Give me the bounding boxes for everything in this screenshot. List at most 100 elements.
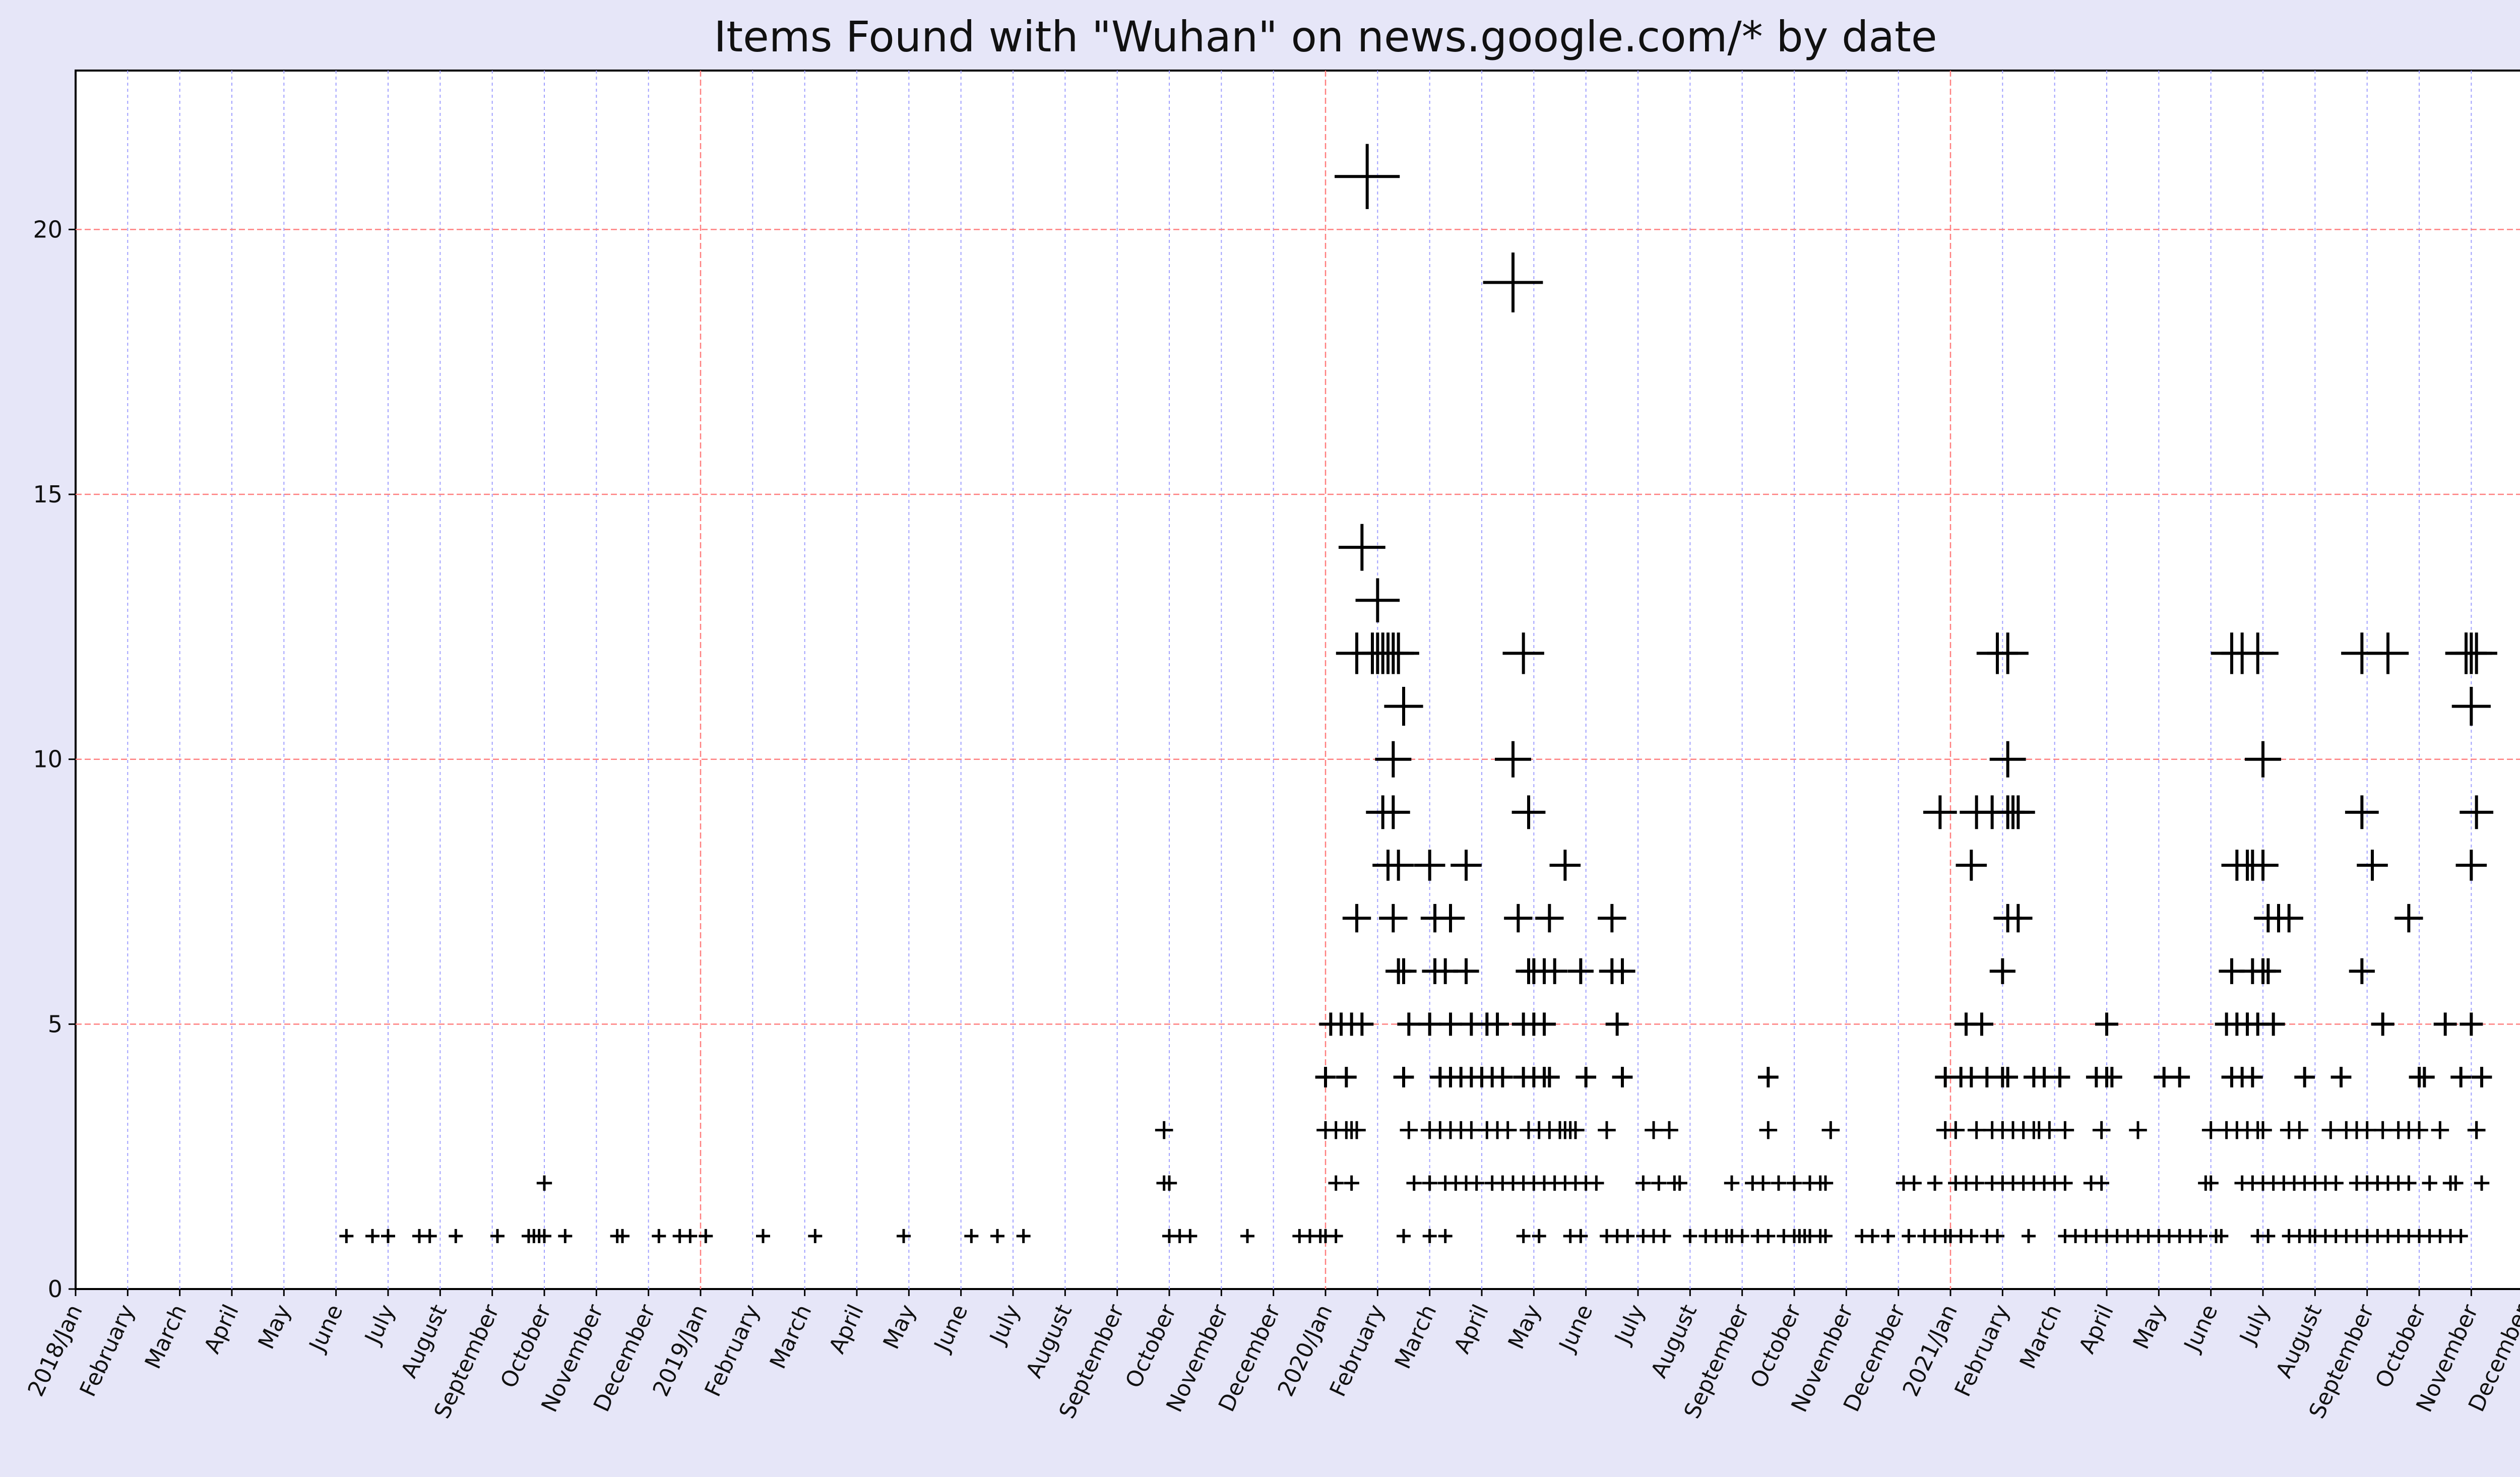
x-tick-label: June: [929, 1301, 973, 1357]
y-tick-label: 5: [48, 1010, 62, 1038]
data-point: [2330, 1067, 2352, 1087]
data-point: [1990, 1229, 2004, 1243]
data-point: [964, 1229, 979, 1243]
data-point: [1436, 904, 1465, 933]
x-tick-label: April: [2074, 1301, 2119, 1358]
data-point: [2328, 1175, 2344, 1191]
data-point: [1761, 1229, 1776, 1243]
data-point: [1422, 958, 1448, 984]
data-point: [652, 1229, 666, 1243]
data-point: [2410, 1121, 2428, 1139]
data-point: [1382, 850, 1414, 881]
data-point: [1335, 144, 1400, 209]
data-point: [2455, 850, 2487, 881]
x-tick-label: May: [2128, 1301, 2171, 1353]
data-point: [1549, 850, 1581, 881]
data-point: [1504, 904, 1533, 933]
data-point: [1344, 1175, 1359, 1191]
data-point: [1342, 904, 1371, 933]
data-point: [2451, 686, 2491, 726]
data-point: [1439, 1012, 1462, 1036]
data-point: [1609, 958, 1635, 984]
data-point: [2294, 1067, 2315, 1087]
data-point: [699, 1229, 713, 1243]
data-point: [1532, 1229, 1546, 1243]
data-point: [2453, 1229, 2468, 1243]
data-point: [1755, 1175, 1771, 1191]
data-point: [1451, 850, 1482, 881]
x-tick-label: May: [254, 1301, 296, 1353]
data-point: [2357, 850, 2388, 881]
y-tick-label: 15: [33, 481, 62, 508]
data-point: [2004, 904, 2033, 933]
data-point: [2373, 1121, 2392, 1139]
data-point: [756, 1229, 770, 1243]
data-point: [2290, 1121, 2309, 1139]
data-point: [2242, 1067, 2263, 1087]
data-point: [2094, 1175, 2109, 1191]
data-point: [2237, 632, 2279, 674]
data-point: [2345, 795, 2379, 829]
data-point: [1397, 1012, 1421, 1036]
data-point: [2422, 1175, 2437, 1191]
data-point: [1881, 1229, 1895, 1243]
data-point: [2395, 904, 2423, 933]
data-point: [2254, 1121, 2272, 1139]
data-point: [1906, 1175, 1922, 1191]
x-tick-label: April: [824, 1301, 869, 1358]
x-tick-label: March: [2015, 1301, 2067, 1373]
data-point: [2245, 741, 2281, 778]
data-point: [2371, 1012, 2395, 1036]
data-point: [2255, 958, 2281, 984]
data-point: [1989, 741, 2026, 778]
data-point: [2275, 904, 2303, 933]
data-point: [1672, 1175, 1687, 1191]
data-point: [2056, 1121, 2074, 1139]
data-point: [1970, 1012, 1993, 1036]
x-tick-label: March: [1390, 1301, 1442, 1373]
x-tick-label: October: [1120, 1300, 1181, 1392]
data-point: [1336, 1067, 1357, 1087]
data-point: [2261, 1229, 2276, 1243]
data-point: [1612, 1067, 1633, 1087]
data-point: [897, 1229, 911, 1243]
data-point: [1589, 1175, 1604, 1191]
data-point: [1414, 850, 1445, 881]
x-tick-label: July: [984, 1301, 1025, 1349]
plot-area: [75, 70, 2520, 1290]
data-point: [1379, 904, 1408, 933]
data-point: [1391, 958, 1417, 984]
data-point: [1657, 1229, 1671, 1243]
data-point: [1350, 1012, 1374, 1036]
data-point: [1438, 1229, 1453, 1243]
data-point: [2358, 1121, 2376, 1139]
data-point: [1927, 1175, 1943, 1191]
data-point: [2049, 1067, 2070, 1087]
data-point: [1183, 1229, 1198, 1243]
data-point: [2445, 632, 2487, 674]
data-point: [1542, 958, 1568, 984]
data-point: [1462, 1121, 1481, 1139]
x-tick-label: August: [396, 1301, 452, 1382]
data-point: [1400, 1121, 1418, 1139]
data-point: [2057, 1175, 2073, 1191]
x-tick-label: October: [495, 1300, 556, 1392]
x-tick-label: August: [1021, 1301, 1077, 1382]
data-point: [1757, 1067, 1779, 1087]
data-point: [1495, 741, 1531, 778]
data-point: [1397, 1229, 1411, 1243]
data-point: [2214, 1229, 2229, 1243]
data-point: [2193, 1229, 2208, 1243]
x-tick-label: March: [765, 1301, 817, 1373]
data-point: [2431, 1121, 2449, 1139]
data-point: [537, 1229, 551, 1243]
data-point: [1605, 1012, 1629, 1036]
data-point: [1375, 741, 1412, 778]
data-point: [1533, 1012, 1556, 1036]
data-point: [1155, 1121, 1173, 1139]
data-point: [2001, 795, 2035, 829]
data-point: [683, 1229, 698, 1243]
data-point: [1418, 1012, 1441, 1036]
data-point: [1406, 1175, 1422, 1191]
